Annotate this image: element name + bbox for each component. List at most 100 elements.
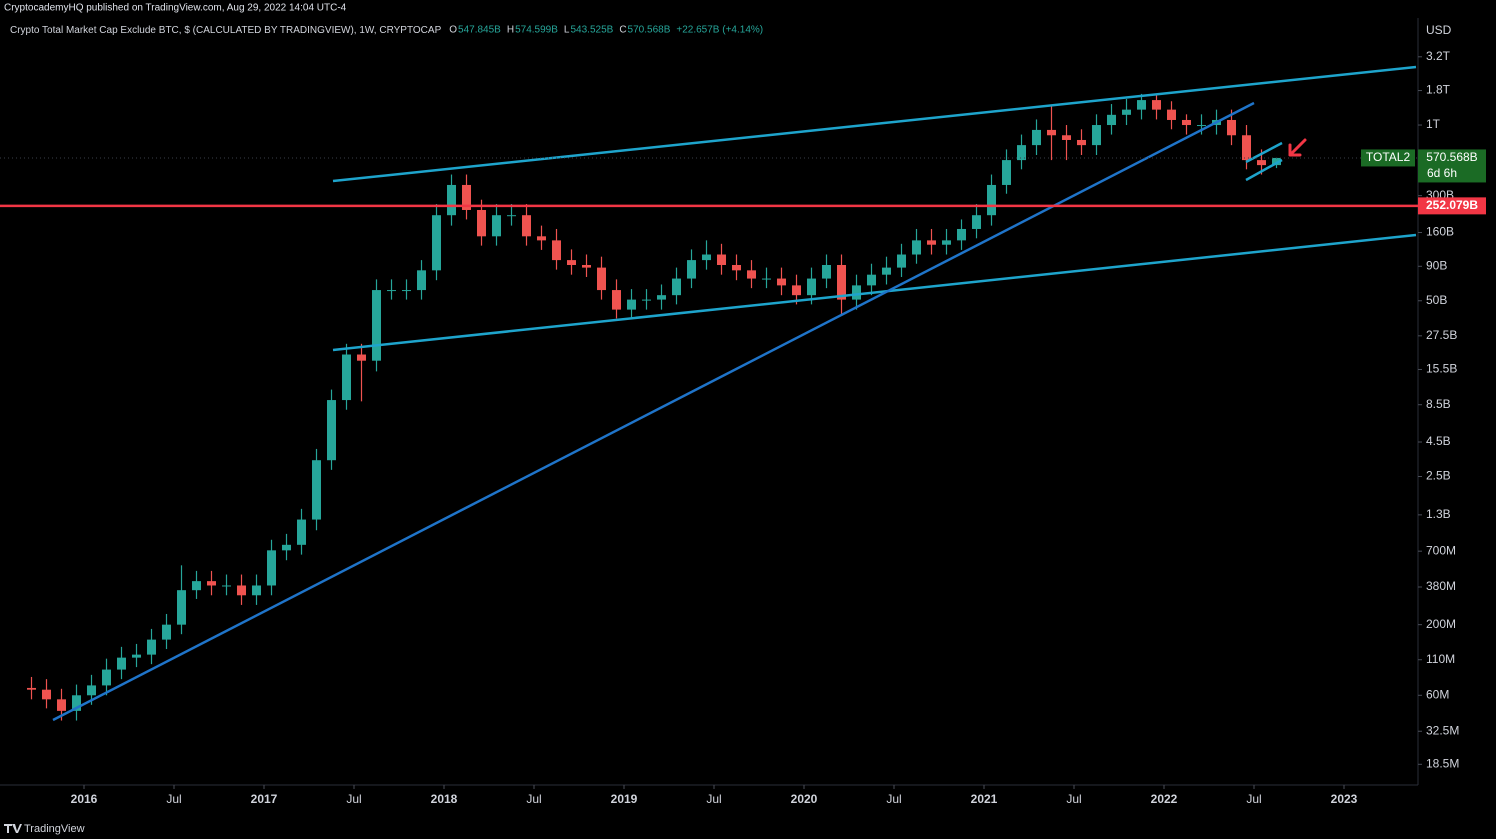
candle-body	[1167, 109, 1176, 120]
ohlc-value: 543.525B	[570, 25, 613, 36]
candle-body	[1182, 119, 1191, 126]
y-tick-label: 1T	[1426, 117, 1441, 131]
candle-body	[762, 278, 771, 280]
candle-body	[207, 581, 216, 586]
candle-body	[537, 236, 546, 241]
candle-body	[657, 295, 666, 300]
candle-body	[1062, 135, 1071, 140]
candle-body	[702, 254, 711, 261]
y-tick-label: 2.5B	[1426, 469, 1451, 483]
candle-body	[117, 657, 126, 670]
ohlc-key: L	[564, 25, 570, 36]
candle-body	[417, 270, 426, 291]
candle-body	[927, 240, 936, 245]
y-tick-label: 200M	[1426, 617, 1456, 631]
candle-body	[612, 290, 621, 310]
ohlc-key: H	[507, 25, 514, 36]
candle-body	[942, 240, 951, 245]
candle-body	[1152, 100, 1161, 110]
candle-body	[57, 699, 66, 711]
x-tick-label: 2017	[251, 792, 278, 806]
candle-body	[897, 254, 906, 268]
candle-body	[162, 624, 171, 640]
x-tick-label: Jul	[526, 792, 541, 806]
y-tick-label: 32.5M	[1426, 723, 1459, 737]
y-tick-label: 110M	[1426, 652, 1455, 666]
ohlc-value: 570.568B	[628, 25, 671, 36]
y-tick-label: 50B	[1426, 293, 1447, 307]
ohlc-change: +22.657B (+4.14%)	[676, 25, 763, 36]
candle-body	[1122, 109, 1131, 115]
candle-body	[132, 654, 141, 658]
candle-body	[597, 267, 606, 291]
candle-body	[102, 669, 111, 686]
candle-body	[1272, 157, 1281, 166]
y-tick-label: 380M	[1426, 579, 1456, 593]
y-tick-label: 1.8T	[1426, 83, 1451, 97]
candle-body	[492, 215, 501, 237]
candle-body	[327, 400, 336, 461]
y-tick-label: 700M	[1426, 543, 1456, 557]
candle-body	[1047, 129, 1056, 136]
candle-body	[882, 267, 891, 275]
plot-area	[27, 93, 1281, 721]
trend-line	[1245, 158, 1283, 182]
symbol-tag-label: TOTAL2	[1366, 150, 1411, 164]
x-tick-label: Jul	[346, 792, 361, 806]
candle-body	[507, 215, 516, 217]
ohlc-value: 574.599B	[515, 25, 558, 36]
countdown: 6d 6h	[1427, 166, 1457, 180]
candle-body	[687, 260, 696, 279]
symbol-tag	[1361, 149, 1415, 167]
candle-body	[312, 460, 321, 520]
candle-body	[957, 228, 966, 241]
arrow	[1288, 138, 1307, 157]
y-tick-label: 27.5B	[1426, 328, 1457, 342]
candle-body	[192, 581, 201, 591]
candle-body	[432, 215, 441, 271]
candle-body	[297, 519, 306, 545]
candle-body	[987, 184, 996, 216]
candle-body	[72, 695, 81, 711]
y-tick-label: 18.5M	[1426, 756, 1459, 770]
logo	[4, 824, 22, 833]
candle-body	[972, 215, 981, 229]
publisher: CryptocademyHQ published on TradingView.…	[4, 3, 347, 14]
candle-body	[567, 260, 576, 265]
candle-body	[837, 264, 846, 300]
trend-line	[1245, 141, 1283, 164]
ohlc-key: O	[449, 25, 457, 36]
y-tick-label: 160B	[1426, 225, 1454, 239]
y-tick-label: 90B	[1426, 258, 1447, 272]
y-tick-label: 8.5B	[1426, 397, 1451, 411]
candle-body	[357, 354, 366, 361]
candle-body	[1077, 139, 1086, 146]
candle-body	[1137, 100, 1146, 110]
x-tick-label: 2018	[431, 792, 458, 806]
y-tick-label: 1.3B	[1426, 507, 1451, 521]
y-tick-label: 3.2T	[1426, 49, 1451, 63]
candle-body	[582, 264, 591, 268]
x-tick-label: 2016	[71, 792, 98, 806]
candle-body	[1257, 160, 1266, 166]
candle-body	[42, 689, 51, 700]
candle-body	[1032, 129, 1041, 146]
legend: Crypto Total Market Cap Exclude BTC, $ (…	[10, 25, 442, 36]
candle-body	[1107, 114, 1116, 126]
x-tick-label: 2019	[611, 792, 638, 806]
candle-body	[777, 278, 786, 286]
ohlc-value: 547.845B	[458, 25, 501, 36]
price-tag-label: 252.079B	[1426, 198, 1478, 212]
y-tick-label: 60M	[1426, 687, 1449, 701]
candle-body	[1092, 125, 1101, 146]
candle-body	[867, 274, 876, 286]
candle-body	[522, 215, 531, 237]
candle-body	[222, 585, 231, 587]
x-tick-label: Jul	[1246, 792, 1261, 806]
legend-title: Crypto Total Market Cap Exclude BTC, $ (…	[10, 25, 442, 36]
candle-body	[477, 209, 486, 237]
candle-body	[177, 590, 186, 625]
x-tick-label: Jul	[166, 792, 181, 806]
